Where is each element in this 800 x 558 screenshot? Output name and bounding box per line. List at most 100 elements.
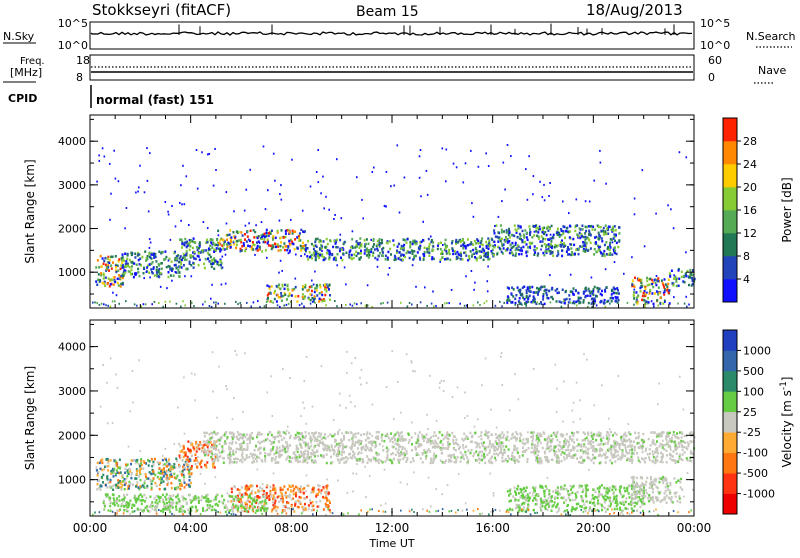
- velocity-cell: [313, 509, 315, 512]
- power-speckle: [254, 254, 256, 256]
- power-clutter: [191, 302, 193, 304]
- power-clutter: [677, 303, 679, 305]
- power-speckle: [634, 213, 636, 215]
- power-cell: [572, 293, 574, 296]
- power-cell: [684, 281, 686, 284]
- velocity-cell: [254, 496, 256, 499]
- power-cell: [528, 225, 530, 228]
- power-clutter: [264, 305, 266, 307]
- velocity-cell: [140, 468, 142, 471]
- power-speckle: [372, 171, 374, 173]
- power-cell: [263, 238, 265, 241]
- power-speckle: [191, 275, 193, 277]
- power-cell: [265, 249, 267, 252]
- velocity-cell: [627, 457, 629, 460]
- velocity-cell: [356, 441, 358, 444]
- velocity-cell: [447, 448, 449, 451]
- velocity-cell: [447, 437, 449, 440]
- velocity-cell: [211, 432, 213, 435]
- velocity-cell: [537, 444, 539, 447]
- power-cell: [266, 229, 268, 232]
- velocity-cell: [405, 461, 407, 464]
- velocity-cell: [450, 456, 452, 459]
- velocity-cell: [502, 452, 504, 455]
- power-cell: [412, 250, 414, 253]
- velocity-cell: [169, 463, 171, 466]
- power-cell: [633, 291, 635, 294]
- power-cell: [685, 272, 687, 275]
- velocity-cell: [442, 443, 444, 446]
- power-speckle: [225, 283, 227, 285]
- power-clutter: [499, 301, 501, 303]
- velocity-cell: [322, 448, 324, 451]
- velocity-cell: [690, 452, 692, 455]
- velocity-cell: [629, 433, 631, 436]
- velocity-cell: [612, 444, 614, 447]
- power-speckle: [599, 150, 601, 152]
- power-speckle: [445, 180, 447, 182]
- velocity-cell: [544, 451, 546, 454]
- velocity-cell: [457, 456, 459, 459]
- velocity-cell: [296, 445, 298, 448]
- velocity-cell: [320, 433, 322, 436]
- velocity-cell: [648, 456, 650, 459]
- power-cell: [393, 244, 395, 247]
- velocity-cell: [437, 437, 439, 440]
- power-cell: [378, 255, 380, 258]
- velocity-cell: [554, 446, 556, 449]
- velocity-cell: [127, 469, 129, 472]
- power-speckle: [263, 146, 265, 148]
- velocity-cell: [294, 451, 296, 454]
- velocity-cell: [164, 488, 166, 491]
- power-cell: [399, 251, 401, 254]
- velocity-cell: [398, 445, 400, 448]
- nsearch-tick-bottom: 10^0: [700, 39, 730, 52]
- power-cell: [286, 249, 288, 252]
- velocity-cell: [586, 452, 588, 455]
- power-cell: [605, 241, 607, 244]
- velocity-cell: [546, 456, 548, 459]
- power-cell: [594, 297, 596, 300]
- power-cell: [636, 297, 638, 300]
- power-speckle: [419, 257, 421, 259]
- power-cell: [194, 251, 196, 254]
- power-cell: [120, 275, 122, 278]
- velocity-cell: [292, 490, 294, 493]
- power-cell: [266, 232, 268, 235]
- power-cell: [538, 236, 540, 239]
- power-cell: [311, 254, 313, 257]
- velocity-cell: [588, 433, 590, 436]
- power-speckle: [390, 185, 392, 187]
- velocity-cell: [136, 481, 138, 484]
- power-cell: [199, 241, 201, 244]
- velocity-cell: [232, 461, 234, 464]
- power-cell: [252, 248, 254, 251]
- velocity-cell: [154, 458, 156, 461]
- velocity-cell: [384, 460, 386, 463]
- power-cell: [546, 250, 548, 253]
- power-speckle: [504, 189, 506, 191]
- power-cell: [534, 251, 536, 254]
- power-speckle: [255, 224, 257, 226]
- power-speckle: [184, 244, 186, 246]
- power-cell: [186, 241, 188, 244]
- velocity-cell: [495, 433, 497, 436]
- velocity-cell: [295, 437, 297, 440]
- velocity-cell: [157, 461, 159, 464]
- power-speckle: [267, 241, 269, 243]
- velocity-cell: [179, 480, 181, 483]
- power-speckle: [112, 292, 114, 294]
- velocity-cell: [684, 451, 686, 454]
- velocity-cell: [398, 434, 400, 437]
- velocity-cell: [508, 457, 510, 460]
- power-cell: [527, 239, 529, 242]
- velocity-cell: [495, 459, 497, 462]
- power-clutter: [151, 303, 153, 305]
- velocity-cell: [638, 432, 640, 435]
- velocity-cell: [405, 450, 407, 453]
- velocity-cell: [130, 463, 132, 466]
- power-cell: [95, 266, 97, 269]
- velocity-cell: [426, 433, 428, 436]
- cpid-value: normal (fast) 151: [96, 93, 214, 107]
- power-clutter: [473, 304, 475, 306]
